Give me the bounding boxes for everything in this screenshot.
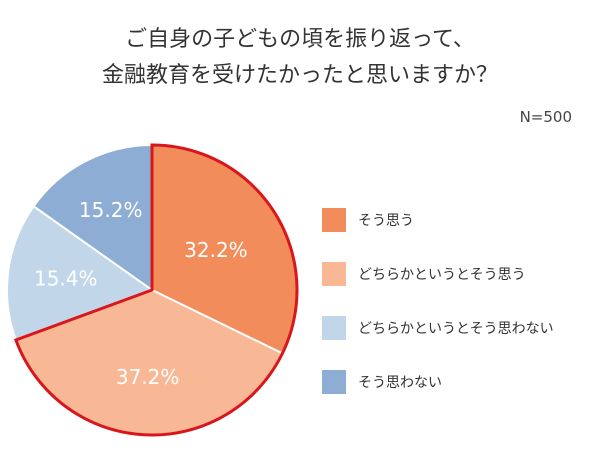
legend-swatch [322, 316, 346, 340]
legend-label: どちらかというとそう思う [358, 267, 526, 283]
legend-item-somewhat-disagree: どちらかというとそう思わない [322, 316, 554, 340]
sample-size: N=500 [519, 108, 572, 126]
legend-item-disagree: そう思わない [322, 370, 554, 394]
highlight-outline [13, 143, 299, 437]
legend-swatch [322, 370, 346, 394]
data-label-somewhat-disagree: 15.4% [34, 267, 98, 291]
legend-label: そう思う [358, 213, 414, 229]
data-label-disagree: 15.2% [79, 198, 143, 222]
data-label-agree: 32.2% [184, 238, 248, 262]
legend-label: そう思わない [358, 375, 442, 391]
pie-slice-somewhat-disagree [6, 204, 155, 342]
chart-title-line1: ご自身の子どもの頃を振り返って、 [125, 27, 475, 52]
pie-slice-disagree [32, 143, 153, 292]
data-label-somewhat-agree: 37.2% [116, 365, 180, 389]
legend-item-somewhat-agree: どちらかというとそう思う [322, 262, 554, 286]
chart-title: ご自身の子どもの頃を振り返って、 金融教育を受けたかったと思いますか？ [0, 22, 600, 94]
legend-label: どちらかというとそう思わない [358, 321, 554, 337]
chart-title-line2: 金融教育を受けたかったと思いますか？ [101, 63, 498, 88]
legend-swatch [322, 208, 346, 232]
legend-item-agree: そう思う [322, 208, 554, 232]
legend: そう思う どちらかというとそう思う どちらかというとそう思わない そう思わない [322, 208, 554, 424]
legend-swatch [322, 262, 346, 286]
